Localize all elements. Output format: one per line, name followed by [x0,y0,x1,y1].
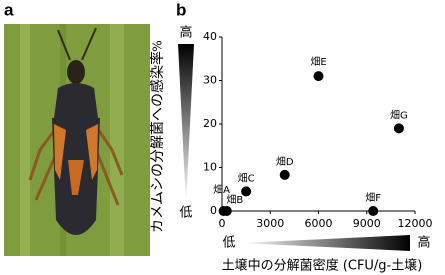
x-tick-label: 12000 [398,217,433,230]
y-tick-label: 40 [203,30,217,43]
x-tick-label: 0 [219,217,226,230]
y-axis-unit: % [151,40,165,51]
panel-label: a [4,0,14,19]
point-label: 畑A [213,183,230,196]
point-label: 畑D [276,155,294,168]
x-gradient-wedge [240,235,410,251]
y-tick-label: 0 [210,204,217,217]
point-label: 畑B [226,193,243,206]
y-tick-label: 30 [203,74,217,87]
gradient-label: 高 [417,235,430,251]
gradient-label: 低 [222,236,235,251]
x-tick-label: 9000 [353,217,381,230]
x-tick-label: 6000 [305,217,333,230]
point-label: 畑G [390,108,408,121]
data-point [241,186,252,197]
data-point [279,169,290,180]
gradient-label: 低 [179,206,192,221]
panel-label: b [176,0,186,19]
data-point [368,206,379,216]
y-tick-label: 20 [203,117,217,130]
point-label: 畑E [310,55,326,68]
point-label: 畑F [365,191,381,204]
data-point [313,71,324,82]
point-label: 畑C [238,171,255,184]
data-point [393,123,404,134]
x-axis-label: 土壌中の分解菌密度 (CFU/g-土壌) [222,258,423,274]
y-gradient-wedge [178,44,194,204]
y-tick-label: 10 [203,161,217,174]
gradient-label: 高 [179,25,192,41]
insect-photo [4,24,150,256]
data-point [221,206,232,216]
y-axis-label: カメムシの分解菌への感染率 [149,51,166,233]
x-tick-label: 3000 [256,217,284,230]
